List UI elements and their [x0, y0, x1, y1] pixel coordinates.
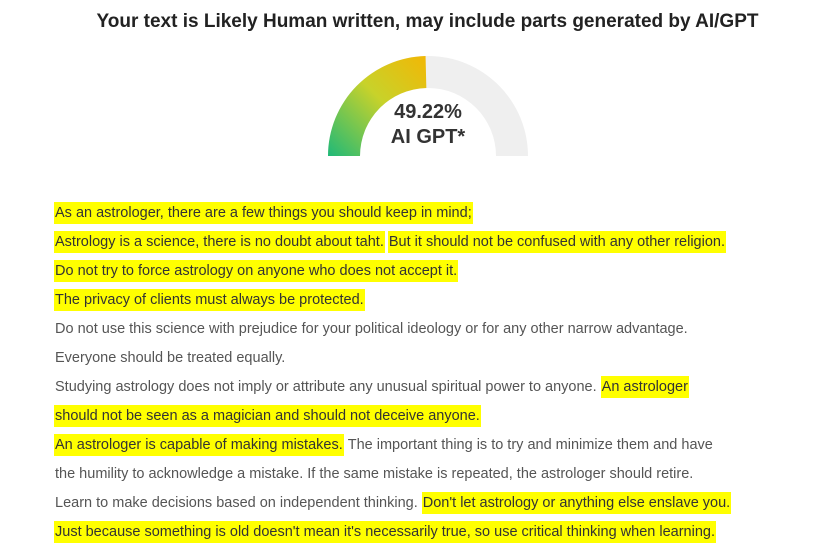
text-line: Do not try to force astrology on anyone … — [54, 257, 829, 286]
gauge-caption: AI GPT* — [391, 126, 466, 148]
human-sentence: Learn to make decisions based on indepen… — [55, 495, 418, 511]
text-line: should not be seen as a magician and sho… — [54, 402, 829, 431]
text-line: Learn to make decisions based on indepen… — [54, 489, 829, 518]
ai-sentence: Don't let astrology or anything else ens… — [421, 492, 732, 514]
human-sentence: Everyone should be treated equally. — [55, 350, 286, 366]
text-line: the humility to acknowledge a mistake. I… — [54, 460, 829, 489]
ai-sentence: Astrology is a science, there is no doub… — [54, 231, 385, 253]
text-line: Astrology is a science, there is no doub… — [54, 228, 829, 257]
ai-sentence: An astrologer is capable of making mista… — [54, 434, 344, 456]
ai-sentence: An astrologer — [600, 376, 689, 398]
gauge-fill — [328, 56, 427, 156]
text-line: Just because something is old doesn't me… — [54, 518, 829, 547]
text-line: An astrologer is capable of making mista… — [54, 431, 829, 460]
human-sentence: the humility to acknowledge a mistake. I… — [55, 466, 694, 482]
text-line: As an astrologer, there are a few things… — [54, 199, 829, 228]
ai-sentence: The privacy of clients must always be pr… — [54, 289, 365, 311]
text-line: Everyone should be treated equally. — [54, 344, 829, 373]
gauge: 49.22% AI GPT* — [328, 56, 528, 156]
text-line: The privacy of clients must always be pr… — [54, 286, 829, 315]
ai-sentence: Do not try to force astrology on anyone … — [54, 260, 459, 282]
ai-sentence: But it should not be confused with any o… — [387, 231, 727, 253]
ai-sentence: Just because something is old doesn't me… — [54, 521, 716, 543]
ai-sentence: should not be seen as a magician and sho… — [54, 405, 481, 427]
ai-sentence: As an astrologer, there are a few things… — [54, 202, 473, 224]
gauge-value: 49.22% — [394, 101, 462, 123]
human-sentence: The important thing is to try and minimi… — [347, 437, 713, 453]
analyzed-text: As an astrologer, there are a few things… — [54, 199, 829, 547]
human-sentence: Studying astrology does not imply or att… — [55, 379, 597, 395]
text-line: Do not use this science with prejudice f… — [54, 315, 829, 344]
human-sentence: Do not use this science with prejudice f… — [55, 321, 688, 337]
text-line: Studying astrology does not imply or att… — [54, 373, 829, 402]
result-title: Your text is Likely Human written, may i… — [96, 11, 759, 32]
